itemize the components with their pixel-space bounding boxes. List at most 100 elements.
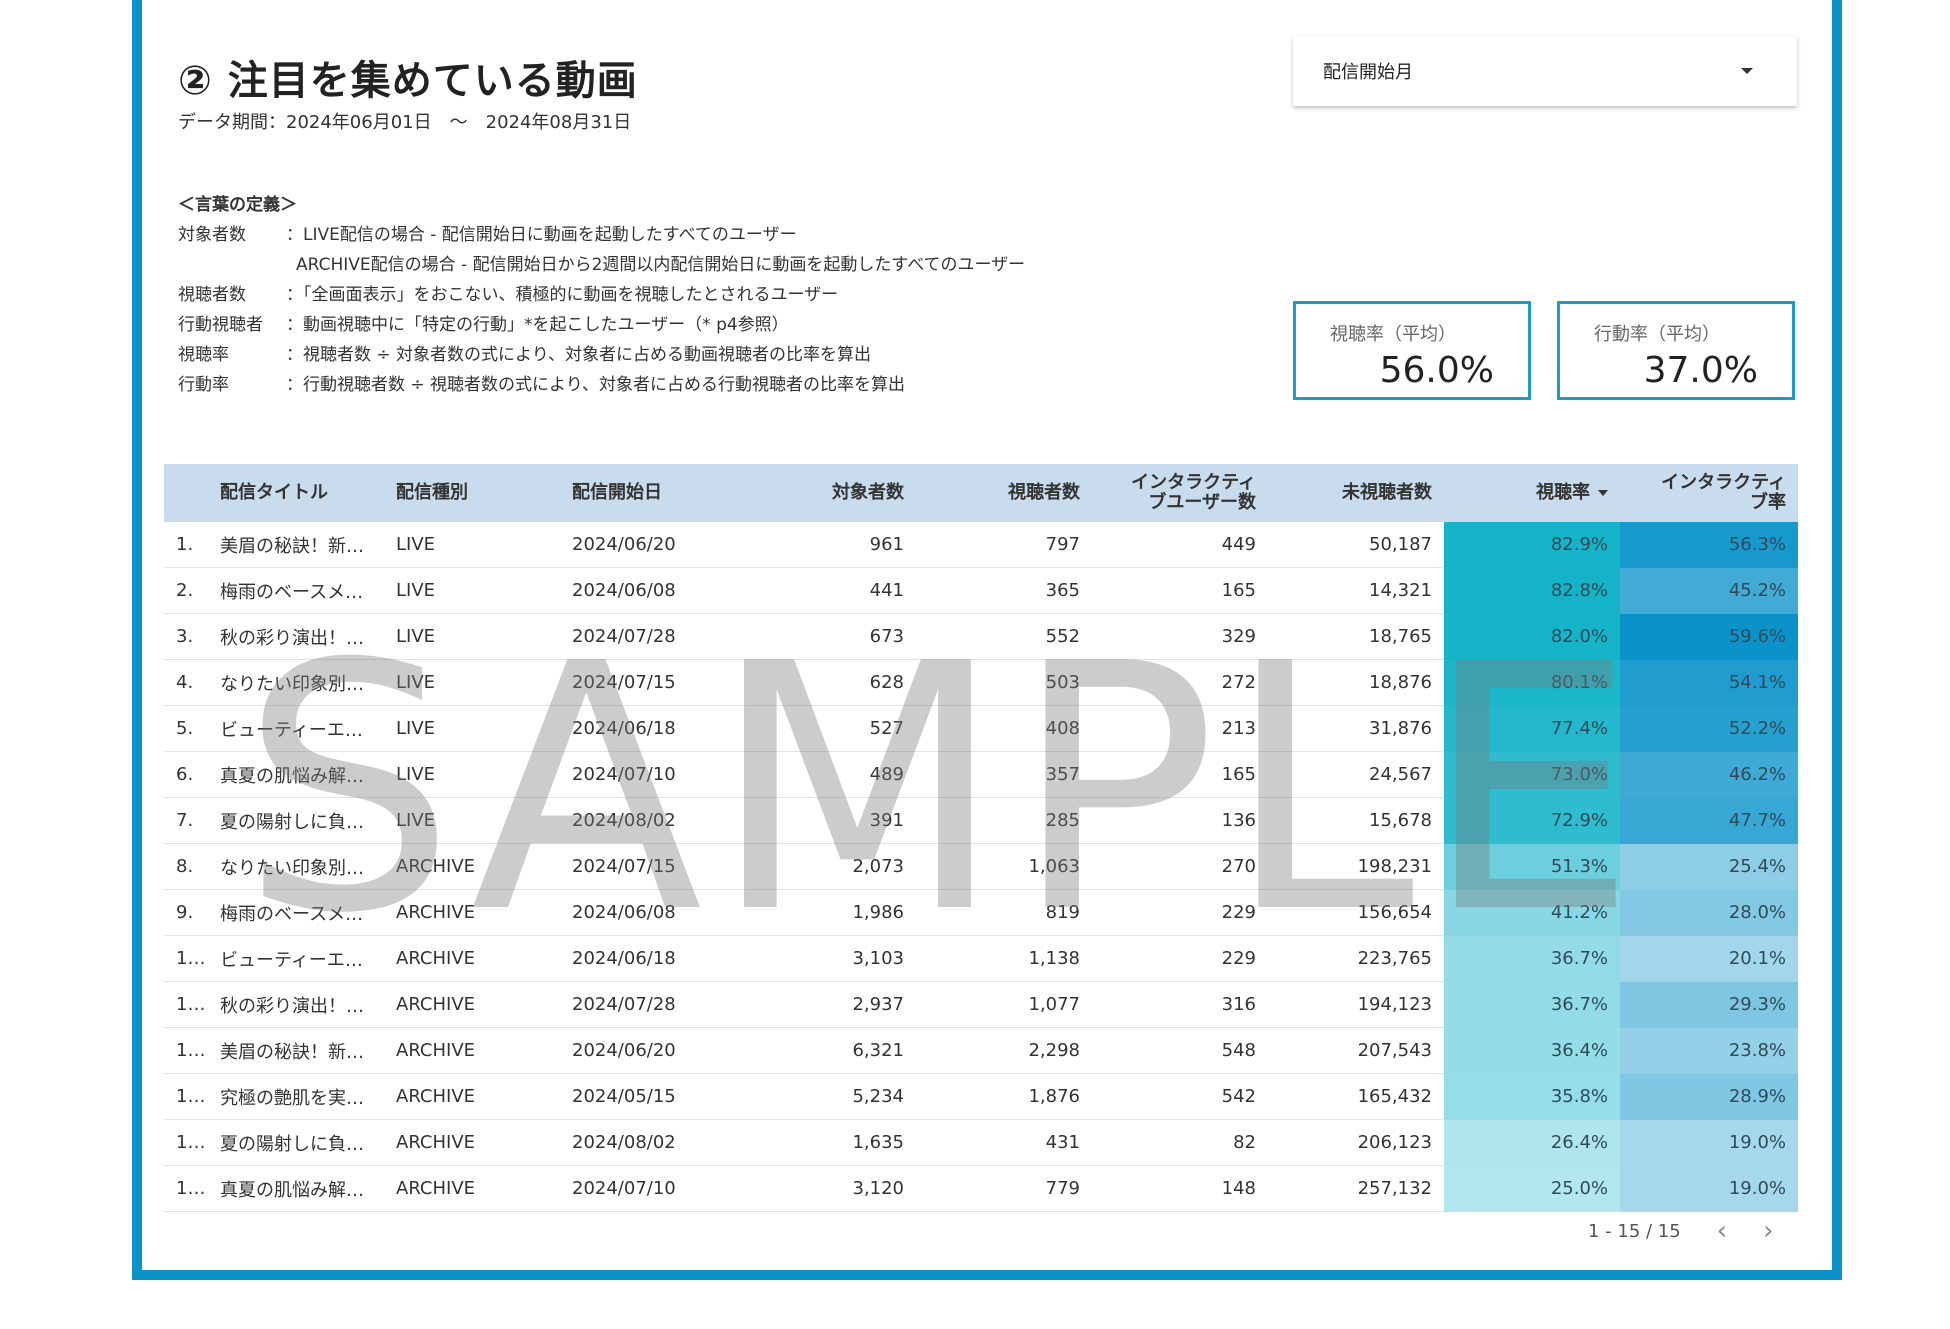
target-count: 673 <box>750 613 916 660</box>
col-interactive-rate[interactable]: インタラクティ ブ率 <box>1620 464 1798 522</box>
video-title: ビューティーエ… <box>208 935 384 982</box>
col-viewer-count[interactable]: 視聴者数 <box>916 464 1092 522</box>
table-row[interactable]: 1… 究極の艶肌を実… ARCHIVE 2024/05/15 5,234 1,876 542… <box>164 1073 1798 1120</box>
interactive-rate: 46.2% <box>1620 751 1798 798</box>
non-viewer-count: 31,876 <box>1268 705 1444 752</box>
chevron-left-icon[interactable]: ‹ <box>1716 1216 1728 1246</box>
kpi-value: 56.0% <box>1379 350 1494 391</box>
kpi-action-rate: 行動率（平均） 37.0% <box>1557 301 1795 400</box>
interactive-rate: 28.9% <box>1620 1073 1798 1120</box>
delivery-type: ARCHIVE <box>384 1073 560 1120</box>
start-date: 2024/06/08 <box>560 567 750 614</box>
col-target-count[interactable]: 対象者数 <box>750 464 916 522</box>
table-row[interactable]: 1… ビューティーエ… ARCHIVE 2024/06/18 3,103 1,138 229… <box>164 935 1798 982</box>
table-header-row: 配信タイトル 配信種別 配信開始日 対象者数 視聴者数 インタラクティ ブユーザ… <box>164 464 1798 522</box>
table-row[interactable]: 7. 夏の陽射しに負… LIVE 2024/08/02 391 285 136 15,678 7… <box>164 797 1798 844</box>
header-label: 視聴率 <box>1536 482 1590 503</box>
row-rank: 1… <box>164 1119 208 1166</box>
view-rate: 82.9% <box>1444 522 1620 568</box>
video-title: 秋の彩り演出！… <box>208 981 384 1028</box>
interactive-rate: 47.7% <box>1620 797 1798 844</box>
view-rate: 35.8% <box>1444 1073 1620 1120</box>
table-row[interactable]: 5. ビューティーエ… LIVE 2024/06/18 527 408 213 31,876 7… <box>164 705 1798 752</box>
col-type[interactable]: 配信種別 <box>384 464 560 522</box>
interactive-users: 272 <box>1092 659 1268 706</box>
start-date: 2024/07/15 <box>560 659 750 706</box>
interactive-rate: 45.2% <box>1620 567 1798 614</box>
col-start-date[interactable]: 配信開始日 <box>560 464 750 522</box>
delivery-type: ARCHIVE <box>384 843 560 890</box>
start-date: 2024/08/02 <box>560 1119 750 1166</box>
interactive-rate: 28.0% <box>1620 889 1798 936</box>
table-row[interactable]: 1… 美眉の秘訣！新… ARCHIVE 2024/06/20 6,321 2,298 548… <box>164 1027 1798 1074</box>
view-rate: 80.1% <box>1444 659 1620 706</box>
col-view-rate[interactable]: 視聴率 <box>1444 464 1620 522</box>
start-date: 2024/06/20 <box>560 522 750 568</box>
non-viewer-count: 15,678 <box>1268 797 1444 844</box>
target-count: 628 <box>750 659 916 706</box>
caret-down-icon <box>1741 68 1753 74</box>
definition-row: 行動視聴者 ：動画視聴中に「特定の行動」*を起こしたユーザー（* p4参照） <box>178 310 1025 340</box>
table-row[interactable]: 1. 美眉の秘訣！新… LIVE 2024/06/20 961 797 449 50,187 8… <box>164 522 1798 568</box>
viewer-count: 797 <box>916 522 1092 568</box>
target-count: 391 <box>750 797 916 844</box>
table-row[interactable]: 8. なりたい印象別… ARCHIVE 2024/07/15 2,073 1,063 270… <box>164 843 1798 890</box>
header-line: インタラクティ <box>1661 472 1786 493</box>
table-row[interactable]: 9. 梅雨のベースメ… ARCHIVE 2024/06/08 1,986 819 229 15… <box>164 889 1798 936</box>
delivery-type: LIVE <box>384 522 560 568</box>
start-date: 2024/07/28 <box>560 981 750 1028</box>
dropdown-label: 配信開始月 <box>1323 62 1413 83</box>
definition-desc: ：動画視聴中に「特定の行動」*を起こしたユーザー（* p4参照） <box>286 315 789 335</box>
chevron-right-icon[interactable]: › <box>1763 1216 1774 1246</box>
header-line: ブユーザー数 <box>1148 492 1256 513</box>
row-rank: 2. <box>164 567 208 614</box>
view-rate: 82.0% <box>1444 613 1620 660</box>
target-count: 441 <box>750 567 916 614</box>
non-viewer-count: 156,654 <box>1268 889 1444 936</box>
interactive-users: 542 <box>1092 1073 1268 1120</box>
target-count: 961 <box>750 522 916 568</box>
table-row[interactable]: 1… 真夏の肌悩み解… ARCHIVE 2024/07/10 3,120 779 148 25… <box>164 1165 1798 1212</box>
target-count: 527 <box>750 705 916 752</box>
table-row[interactable]: 2. 梅雨のベースメ… LIVE 2024/06/08 441 365 165 14,321 8… <box>164 567 1798 614</box>
row-rank: 9. <box>164 889 208 936</box>
table-row[interactable]: 1… 夏の陽射しに負… ARCHIVE 2024/08/02 1,635 431 82 206… <box>164 1119 1798 1166</box>
target-count: 3,103 <box>750 935 916 982</box>
interactive-users: 136 <box>1092 797 1268 844</box>
table-row[interactable]: 4. なりたい印象別… LIVE 2024/07/15 628 503 272 18,876 8… <box>164 659 1798 706</box>
video-title: 美眉の秘訣！新… <box>208 1027 384 1074</box>
table-row[interactable]: 1… 秋の彩り演出！… ARCHIVE 2024/07/28 2,937 1,077 316… <box>164 981 1798 1028</box>
table-row[interactable]: 6. 真夏の肌悩み解… LIVE 2024/07/10 489 357 165 24,567 7… <box>164 751 1798 798</box>
delivery-type: LIVE <box>384 797 560 844</box>
video-title: 真夏の肌悩み解… <box>208 1165 384 1212</box>
viewer-count: 819 <box>916 889 1092 936</box>
col-interactive-users[interactable]: インタラクティ ブユーザー数 <box>1092 464 1268 522</box>
start-date: 2024/07/28 <box>560 613 750 660</box>
target-count: 489 <box>750 751 916 798</box>
viewer-count: 1,077 <box>916 981 1092 1028</box>
col-title[interactable]: 配信タイトル <box>208 464 384 522</box>
definition-row: ARCHIVE配信の場合 - 配信開始日から2週間以内配信開始日に動画を起動した… <box>178 250 1025 280</box>
viewer-count: 431 <box>916 1119 1092 1166</box>
col-non-viewers[interactable]: 未視聴者数 <box>1268 464 1444 522</box>
view-rate: 36.7% <box>1444 935 1620 982</box>
table-row[interactable]: 3. 秋の彩り演出！… LIVE 2024/07/28 673 552 329 18,765 8… <box>164 613 1798 660</box>
video-title: 究極の艶肌を実… <box>208 1073 384 1120</box>
interactive-users: 82 <box>1092 1119 1268 1166</box>
interactive-users: 165 <box>1092 751 1268 798</box>
interactive-rate: 19.0% <box>1620 1119 1798 1166</box>
row-rank: 1. <box>164 522 208 568</box>
definition-desc: ：視聴者数 ÷ 対象者数の式により、対象者に占める動画視聴者の比率を算出 <box>286 345 872 365</box>
delivery-type: LIVE <box>384 705 560 752</box>
delivery-type: LIVE <box>384 613 560 660</box>
viewer-count: 779 <box>916 1165 1092 1212</box>
video-title: 夏の陽射しに負… <box>208 797 384 844</box>
interactive-rate: 20.1% <box>1620 935 1798 982</box>
header-line: ブ率 <box>1750 492 1786 513</box>
viewer-count: 285 <box>916 797 1092 844</box>
viewer-count: 365 <box>916 567 1092 614</box>
view-rate: 36.7% <box>1444 981 1620 1028</box>
start-month-dropdown[interactable]: 配信開始月 <box>1293 36 1797 106</box>
row-rank: 1… <box>164 981 208 1028</box>
row-rank: 5. <box>164 705 208 752</box>
